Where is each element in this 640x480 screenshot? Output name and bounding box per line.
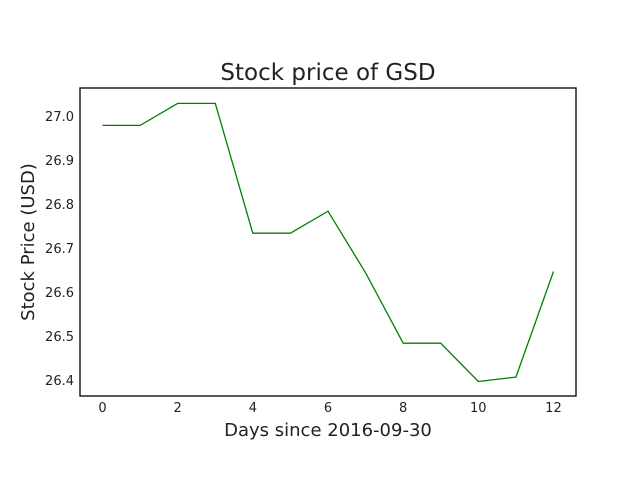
y-axis-label: Stock Price (USD): [18, 163, 39, 321]
x-tick-label: 8: [399, 401, 407, 416]
y-tick-label: 26.7: [45, 242, 74, 257]
x-tick-label: 6: [324, 401, 332, 416]
chart-title: Stock price of GSD: [220, 60, 435, 86]
y-tick-label: 26.5: [45, 330, 74, 345]
plot-frame: [79, 87, 577, 397]
x-tick-label: 0: [98, 401, 106, 416]
x-axis-ticks: 0 2 4 6 8 10 12: [98, 401, 561, 416]
y-tick-label: 26.9: [45, 154, 74, 169]
x-tick-label: 10: [470, 401, 487, 416]
y-axis-ticks: 26.4 26.5 26.6 26.7 26.8 26.9 27.0: [45, 110, 74, 389]
y-tick-label: 27.0: [45, 110, 74, 125]
x-axis-label: Days since 2016-09-30: [224, 420, 432, 441]
plot-area: [102, 102, 555, 383]
y-tick-label: 26.6: [45, 286, 74, 301]
y-tick-label: 26.8: [45, 198, 74, 213]
x-tick-label: 12: [545, 401, 562, 416]
x-tick-label: 2: [174, 401, 182, 416]
series-line-0: [102, 102, 555, 383]
x-tick-label: 4: [249, 401, 257, 416]
y-tick-label: 26.4: [45, 374, 74, 389]
